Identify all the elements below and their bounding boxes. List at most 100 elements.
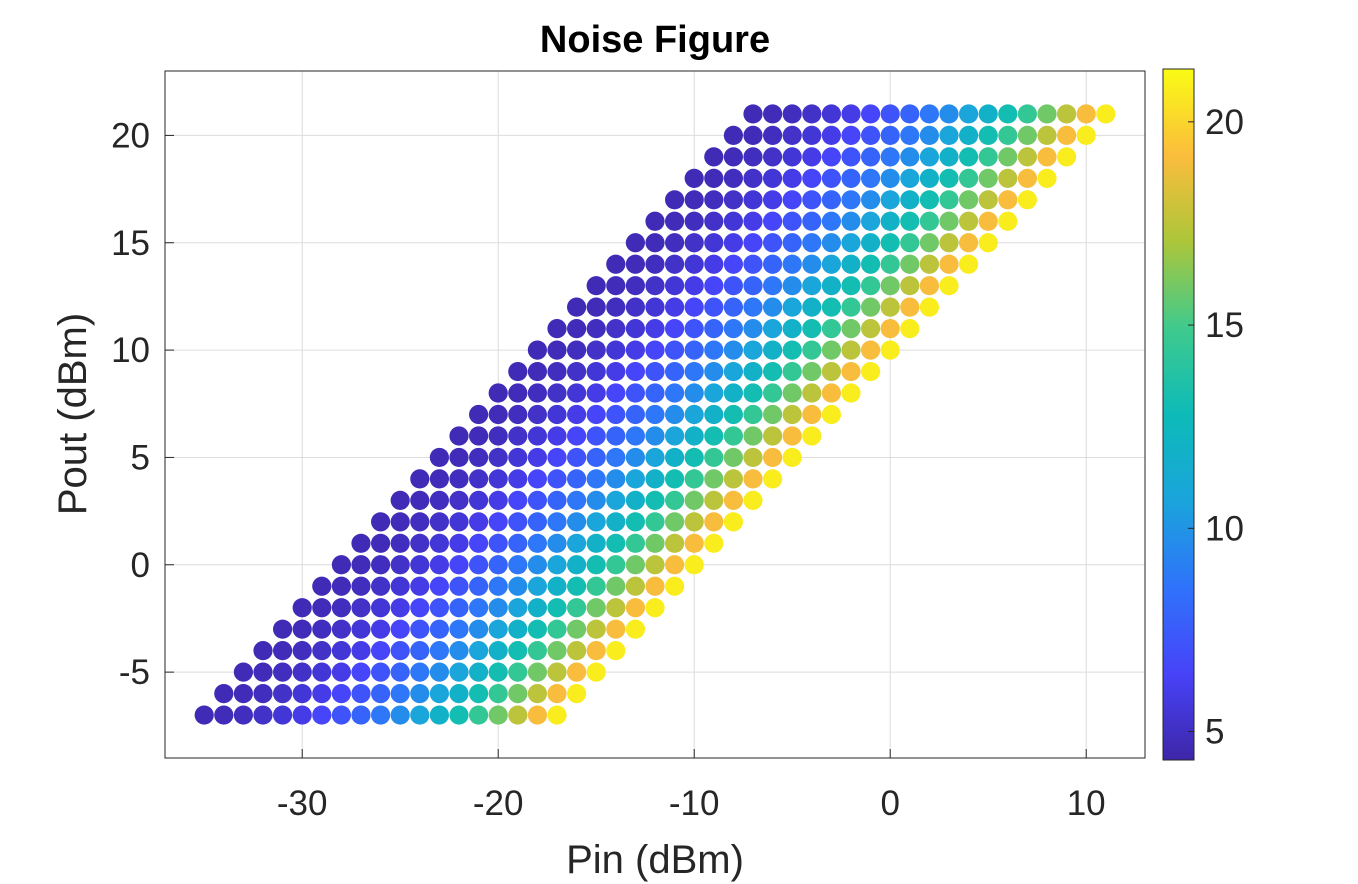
data-point	[606, 512, 626, 532]
data-point	[723, 469, 744, 489]
data-point	[704, 319, 724, 339]
data-point	[763, 211, 783, 231]
data-point	[900, 190, 920, 210]
data-point	[508, 490, 528, 510]
data-point	[527, 598, 548, 618]
data-point	[625, 276, 646, 296]
data-point	[390, 512, 410, 532]
data-point	[802, 104, 822, 124]
data-point	[665, 361, 685, 382]
data-point	[763, 147, 783, 167]
data-point	[586, 361, 606, 382]
data-point	[1096, 104, 1116, 124]
data-point	[939, 190, 959, 210]
data-point	[978, 190, 998, 210]
data-point	[586, 276, 606, 296]
data-point	[606, 340, 626, 360]
data-point	[959, 190, 979, 210]
data-point	[743, 254, 763, 274]
data-point	[508, 683, 528, 704]
colorbar-tick-label: 15	[1205, 306, 1244, 345]
data-point	[684, 168, 704, 188]
x-axis-label: Pin (dBm)	[566, 838, 744, 882]
y-axis-label: Pout (dBm)	[51, 313, 95, 515]
data-point	[802, 297, 822, 317]
data-point	[782, 125, 802, 146]
data-point	[567, 512, 587, 532]
data-point	[273, 619, 293, 639]
data-point	[567, 576, 587, 596]
data-point	[880, 104, 900, 124]
data-point	[723, 490, 744, 510]
data-point	[704, 404, 724, 425]
data-point	[567, 683, 587, 704]
data-point	[606, 361, 626, 382]
scatter-points	[194, 104, 1116, 725]
data-point	[586, 469, 606, 489]
data-point	[351, 683, 371, 704]
data-point	[665, 404, 685, 425]
data-point	[665, 469, 685, 489]
x-tick-label: -30	[277, 784, 328, 823]
data-point	[527, 426, 548, 446]
data-point	[429, 469, 449, 489]
data-point	[508, 447, 528, 468]
y-tick-label: 10	[111, 331, 150, 370]
data-point	[625, 576, 646, 596]
data-point	[449, 426, 469, 446]
data-point	[763, 383, 783, 403]
data-point	[645, 447, 665, 468]
data-point	[782, 426, 802, 446]
data-point	[606, 276, 626, 296]
data-point	[900, 125, 920, 146]
data-point	[665, 340, 685, 360]
data-point	[684, 447, 704, 468]
data-point	[194, 705, 214, 725]
data-point	[959, 168, 979, 188]
colorbar-tick-label: 10	[1205, 509, 1244, 548]
data-point	[508, 662, 528, 682]
y-ticks: -5 0 5 10 15 20	[111, 116, 174, 692]
data-point	[821, 319, 842, 339]
data-point	[371, 533, 391, 553]
data-point	[665, 426, 685, 446]
data-point	[292, 662, 312, 682]
data-point	[527, 705, 548, 725]
y-tick-label: 0	[131, 546, 150, 585]
data-point	[723, 383, 744, 403]
data-point	[625, 598, 646, 618]
data-point	[782, 404, 802, 425]
data-point	[880, 254, 900, 274]
data-point	[586, 404, 606, 425]
data-point	[625, 512, 646, 532]
data-point	[821, 297, 842, 317]
data-point	[802, 319, 822, 339]
data-point	[998, 211, 1018, 231]
data-point	[527, 404, 548, 425]
data-point	[449, 662, 469, 682]
data-point	[606, 490, 626, 510]
data-point	[645, 576, 665, 596]
data-point	[900, 168, 920, 188]
data-point	[1017, 125, 1037, 146]
data-point	[645, 361, 665, 382]
data-point	[821, 233, 842, 253]
data-point	[939, 254, 959, 274]
data-point	[547, 533, 567, 553]
data-point	[704, 447, 724, 468]
data-point	[469, 426, 489, 446]
data-point	[821, 125, 842, 146]
data-point	[743, 147, 763, 167]
data-point	[704, 490, 724, 510]
data-point	[331, 619, 351, 639]
data-point	[567, 490, 587, 510]
colorbar-ticks: 5 10 15 20	[1188, 103, 1244, 752]
data-point	[861, 319, 881, 339]
data-point	[665, 576, 685, 596]
data-point	[390, 662, 410, 682]
data-point	[371, 598, 391, 618]
data-point	[684, 276, 704, 296]
data-point	[429, 533, 449, 553]
x-tick-label: -20	[473, 784, 524, 823]
data-point	[684, 426, 704, 446]
